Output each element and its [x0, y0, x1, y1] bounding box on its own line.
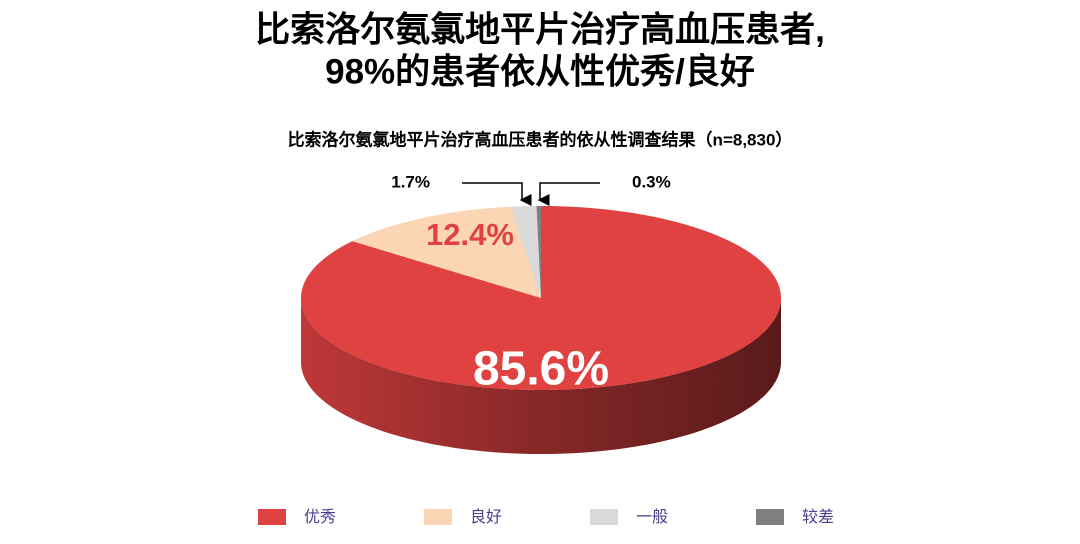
- legend-label: 优秀: [304, 508, 336, 526]
- legend-label: 一般: [636, 508, 668, 526]
- legend-swatch: [424, 509, 452, 525]
- pie-slice: [352, 206, 541, 298]
- pie-slice: [536, 206, 541, 298]
- chart-title: 98%的患者依从性优秀/良好: [325, 52, 755, 91]
- callout: [537, 182, 600, 206]
- legend-label: 较差: [802, 508, 834, 526]
- chart-title: 比索洛尔氨氯地平片治疗高血压患者,: [255, 10, 825, 49]
- callout: [462, 182, 532, 206]
- pie: [301, 206, 781, 454]
- legend: 优秀 良好 一般 较差: [258, 508, 834, 526]
- legend-swatch: [756, 509, 784, 525]
- pie-slice: [510, 206, 541, 298]
- legend-label: 良好: [470, 508, 502, 526]
- chart-subtitle: 比索洛尔氨氯地平片治疗高血压患者的依从性调查结果（n=8,830）: [288, 129, 793, 149]
- value-label: 85.6%: [473, 343, 609, 396]
- value-label: 12.4%: [426, 217, 514, 252]
- value-label: 0.3%: [632, 172, 671, 191]
- labels: 85.6% 12.4% 1.7% 0.3%: [391, 172, 671, 395]
- legend-swatch: [590, 509, 618, 525]
- pie-slice: [301, 206, 781, 390]
- legend-swatch: [258, 509, 286, 525]
- pie-side-shade: [301, 298, 781, 454]
- value-label: 1.7%: [391, 172, 430, 191]
